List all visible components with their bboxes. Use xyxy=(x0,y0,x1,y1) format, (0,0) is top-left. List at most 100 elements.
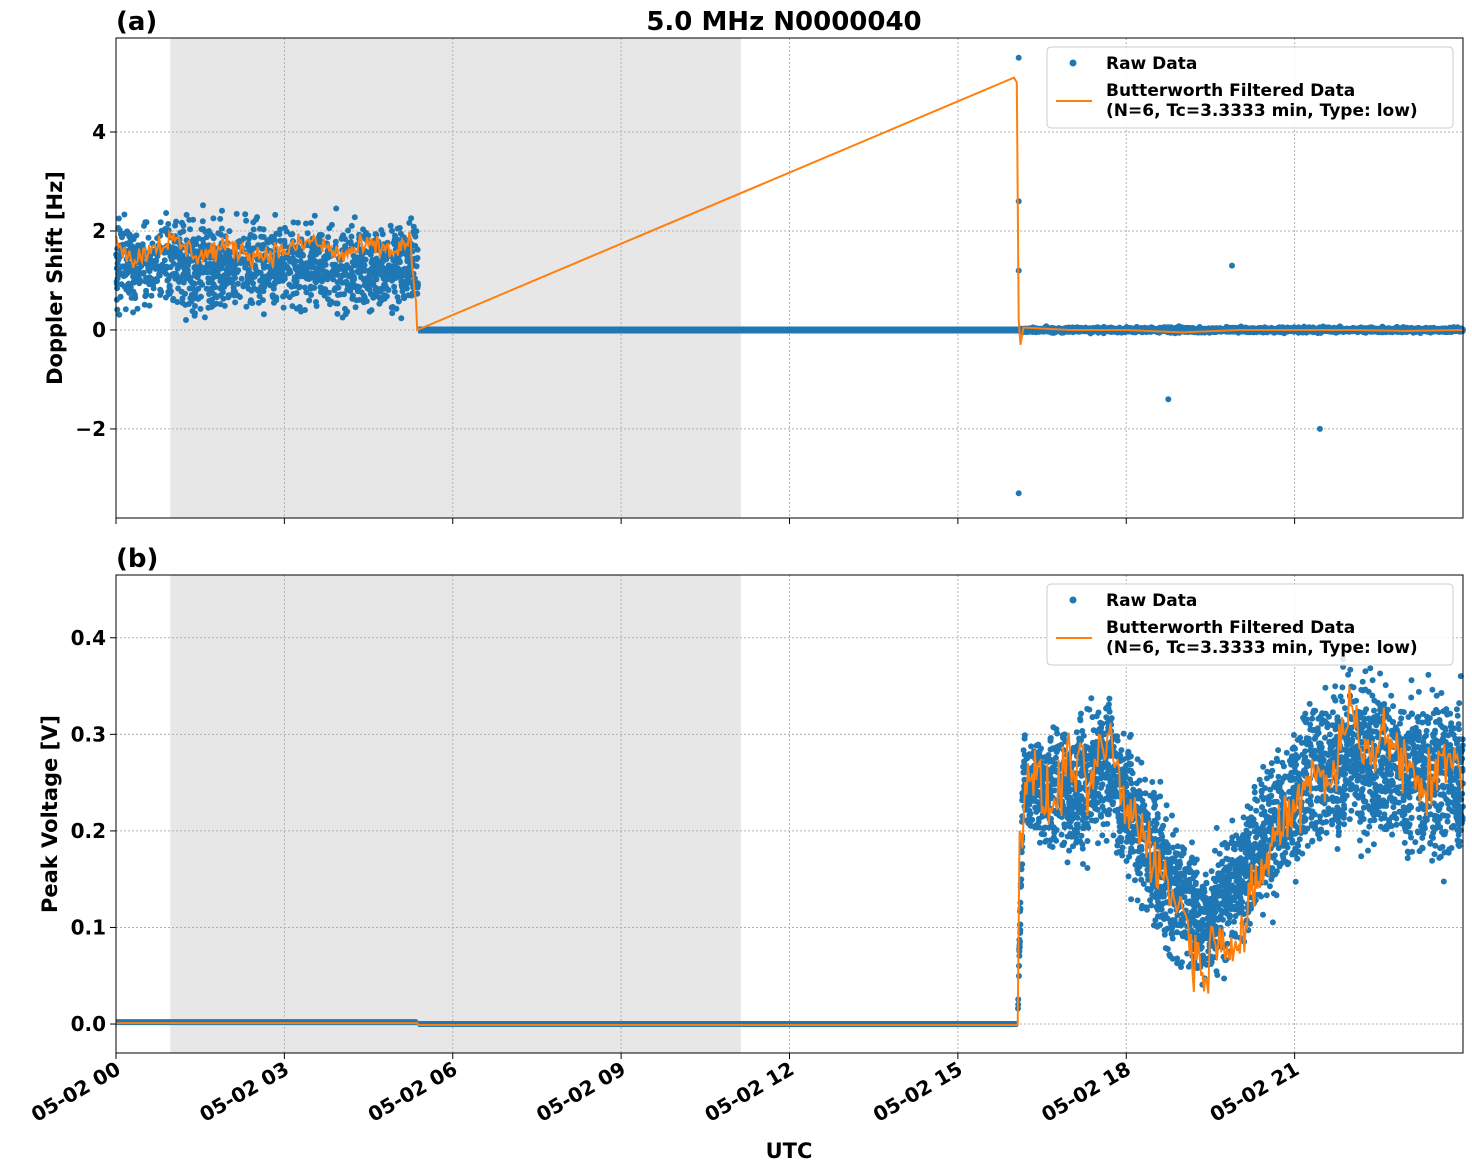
raw-data-point xyxy=(1067,786,1074,793)
raw-data-point xyxy=(1152,827,1159,834)
raw-data-point xyxy=(215,273,221,280)
raw-data-point xyxy=(227,261,234,267)
raw-data-point xyxy=(389,310,396,317)
raw-data-point xyxy=(1166,858,1173,865)
raw-data-point xyxy=(328,273,335,280)
raw-data-point xyxy=(1073,838,1080,844)
raw-data-point xyxy=(151,279,158,285)
raw-data-point xyxy=(1093,817,1100,824)
raw-data-point xyxy=(1107,774,1113,781)
raw-data-point xyxy=(189,308,196,315)
raw-data-point xyxy=(243,217,250,224)
raw-data-point xyxy=(169,271,176,278)
raw-data-point xyxy=(1095,840,1101,847)
raw-data-point xyxy=(161,257,168,264)
raw-data-point xyxy=(394,225,401,232)
raw-data-point xyxy=(260,226,267,233)
raw-data-point xyxy=(1139,854,1146,861)
raw-data-point xyxy=(162,226,169,232)
raw-data-point xyxy=(297,263,304,270)
raw-data-point xyxy=(221,284,228,290)
raw-data-point xyxy=(391,241,398,248)
raw-data-point xyxy=(114,306,121,313)
raw-data-point xyxy=(1131,830,1138,837)
raw-data-point xyxy=(1221,975,1228,982)
raw-data-point xyxy=(165,291,172,298)
raw-data-point xyxy=(183,211,190,218)
raw-data-point xyxy=(203,234,210,241)
raw-data-point xyxy=(188,279,195,286)
raw-data-point xyxy=(345,227,352,234)
raw-data-point xyxy=(115,270,122,277)
raw-data-point xyxy=(137,278,144,285)
raw-data-point xyxy=(1132,877,1138,884)
raw-data-point xyxy=(1110,786,1117,792)
raw-data-point xyxy=(1105,787,1112,794)
raw-data-point xyxy=(172,222,179,229)
raw-data-point xyxy=(1050,724,1057,731)
raw-data-point xyxy=(219,207,225,214)
raw-data-point xyxy=(410,228,417,235)
raw-data-point xyxy=(334,300,341,307)
raw-data-point xyxy=(369,266,376,273)
raw-data-point xyxy=(209,233,216,240)
raw-data-point xyxy=(1106,695,1113,702)
raw-data-point xyxy=(1176,858,1183,865)
raw-data-point xyxy=(250,233,257,240)
raw-data-point xyxy=(170,295,177,302)
raw-data-point xyxy=(1076,801,1082,808)
raw-data-point xyxy=(406,219,413,226)
raw-data-point xyxy=(1155,891,1162,898)
raw-data-point xyxy=(197,293,204,300)
raw-data-point xyxy=(148,292,155,299)
raw-data-point xyxy=(307,253,314,260)
raw-data-point xyxy=(396,267,403,274)
raw-data-point xyxy=(188,296,195,303)
y-tick-label: 2 xyxy=(92,219,106,243)
raw-data-point xyxy=(130,309,137,316)
raw-data-point xyxy=(267,268,274,275)
raw-data-point xyxy=(187,226,193,233)
raw-data-point xyxy=(1139,803,1146,810)
raw-data-point xyxy=(228,277,235,284)
raw-data-point xyxy=(1036,824,1043,831)
raw-data-point xyxy=(190,216,197,223)
raw-data-point xyxy=(150,285,157,292)
raw-data-outlier xyxy=(1015,54,1022,61)
raw-data-point xyxy=(1105,764,1112,771)
raw-data-point xyxy=(121,264,128,271)
raw-data-point xyxy=(286,270,292,277)
raw-data-point xyxy=(377,288,384,295)
raw-data-point xyxy=(1177,873,1184,880)
raw-data-point xyxy=(117,293,124,300)
raw-data-point xyxy=(1079,841,1086,848)
raw-data-point xyxy=(126,231,133,237)
raw-data-point xyxy=(1179,888,1186,895)
raw-data-point xyxy=(258,233,265,240)
raw-data-point xyxy=(287,231,294,238)
raw-data-point xyxy=(243,303,250,310)
raw-data-point xyxy=(215,230,222,237)
raw-data-point xyxy=(1118,848,1125,855)
raw-data-point xyxy=(289,255,296,262)
raw-data-point xyxy=(130,236,137,243)
raw-data-point xyxy=(197,279,204,286)
raw-data-point xyxy=(345,239,352,246)
raw-data-point xyxy=(1084,865,1091,871)
raw-data-point xyxy=(235,267,242,274)
raw-data-point xyxy=(1169,955,1176,962)
raw-data-point xyxy=(256,293,263,300)
panel-b-night-shade xyxy=(170,575,741,1053)
raw-data-point xyxy=(289,303,296,310)
raw-data-point xyxy=(307,285,314,292)
raw-data-point xyxy=(205,304,212,311)
raw-data-point xyxy=(1029,816,1036,823)
raw-data-point xyxy=(1047,842,1053,849)
raw-data-point xyxy=(337,277,344,284)
raw-data-point xyxy=(210,215,217,222)
raw-data-point xyxy=(1192,910,1199,917)
raw-data-point xyxy=(401,282,408,289)
raw-data-point xyxy=(253,271,260,278)
raw-data-point xyxy=(1079,845,1086,852)
raw-data-point xyxy=(293,290,300,297)
